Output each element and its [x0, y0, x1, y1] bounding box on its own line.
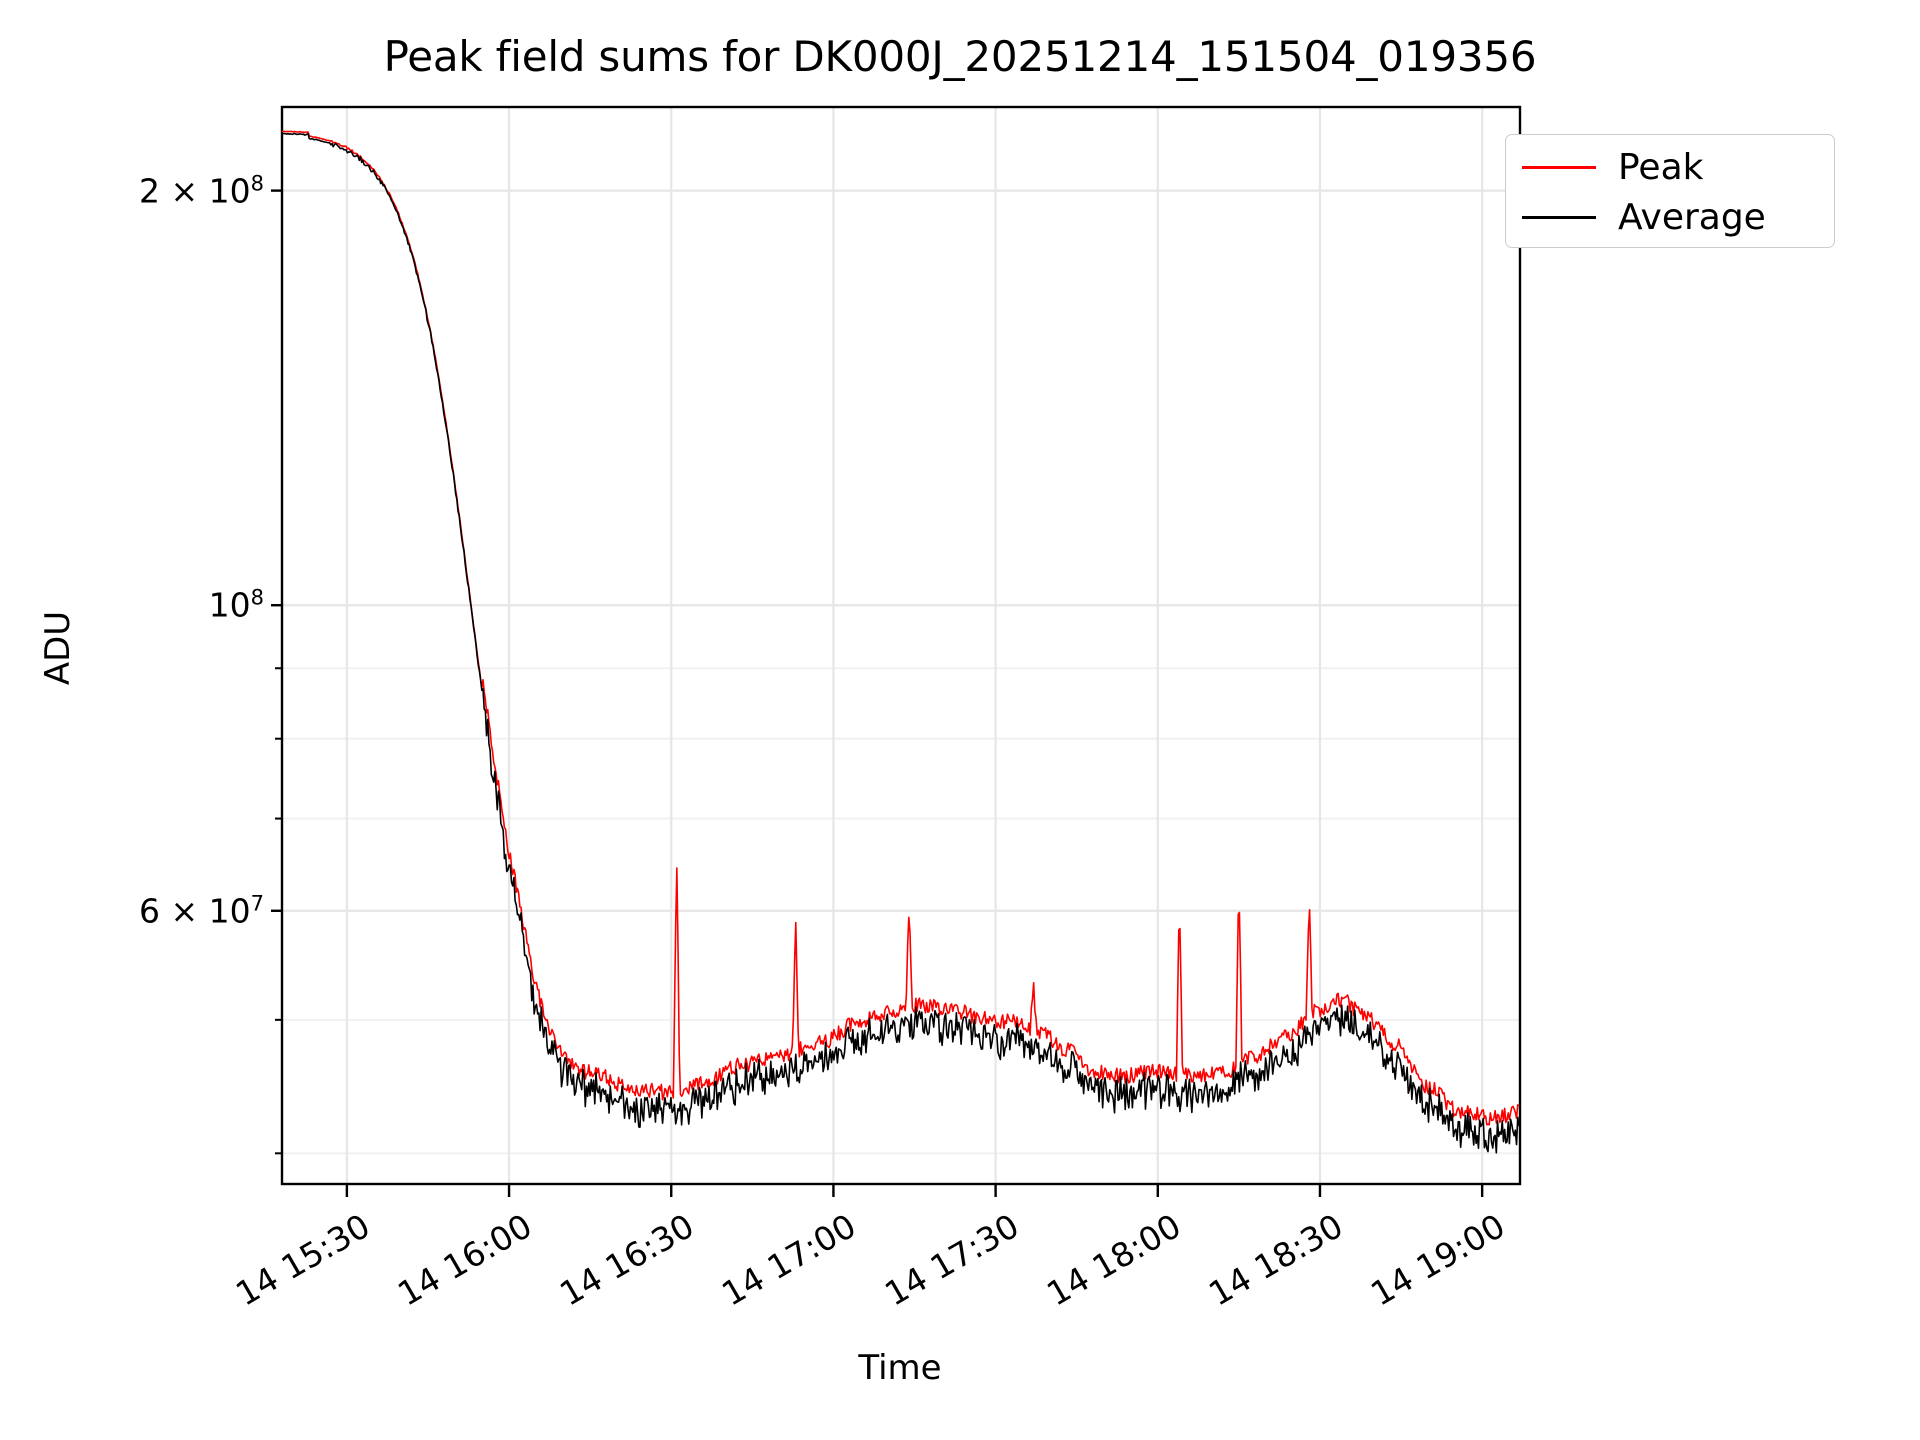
legend-swatch-average	[1522, 215, 1596, 219]
series-line-average	[282, 132, 1520, 1154]
grid-lines	[282, 107, 1520, 1184]
legend-swatch-peak	[1522, 165, 1596, 169]
series-line-peak	[282, 130, 1520, 1126]
y-tick-label: 2 × 108	[139, 171, 264, 211]
legend-item-peak: Peak	[1506, 143, 1834, 191]
chart-title: Peak field sums for DK000J_20251214_1515…	[383, 32, 1537, 81]
legend-label-peak: Peak	[1618, 146, 1704, 188]
legend-item-average: Average	[1506, 193, 1834, 241]
y-tick-label: 108	[208, 585, 264, 625]
chart-legend: Peak Average	[1505, 134, 1835, 248]
data-series	[282, 130, 1520, 1154]
axes-frame	[280, 105, 1522, 1186]
y-tick-label: 6 × 107	[139, 891, 264, 931]
x-axis-label: Time	[858, 1348, 942, 1388]
legend-label-average: Average	[1618, 196, 1766, 238]
